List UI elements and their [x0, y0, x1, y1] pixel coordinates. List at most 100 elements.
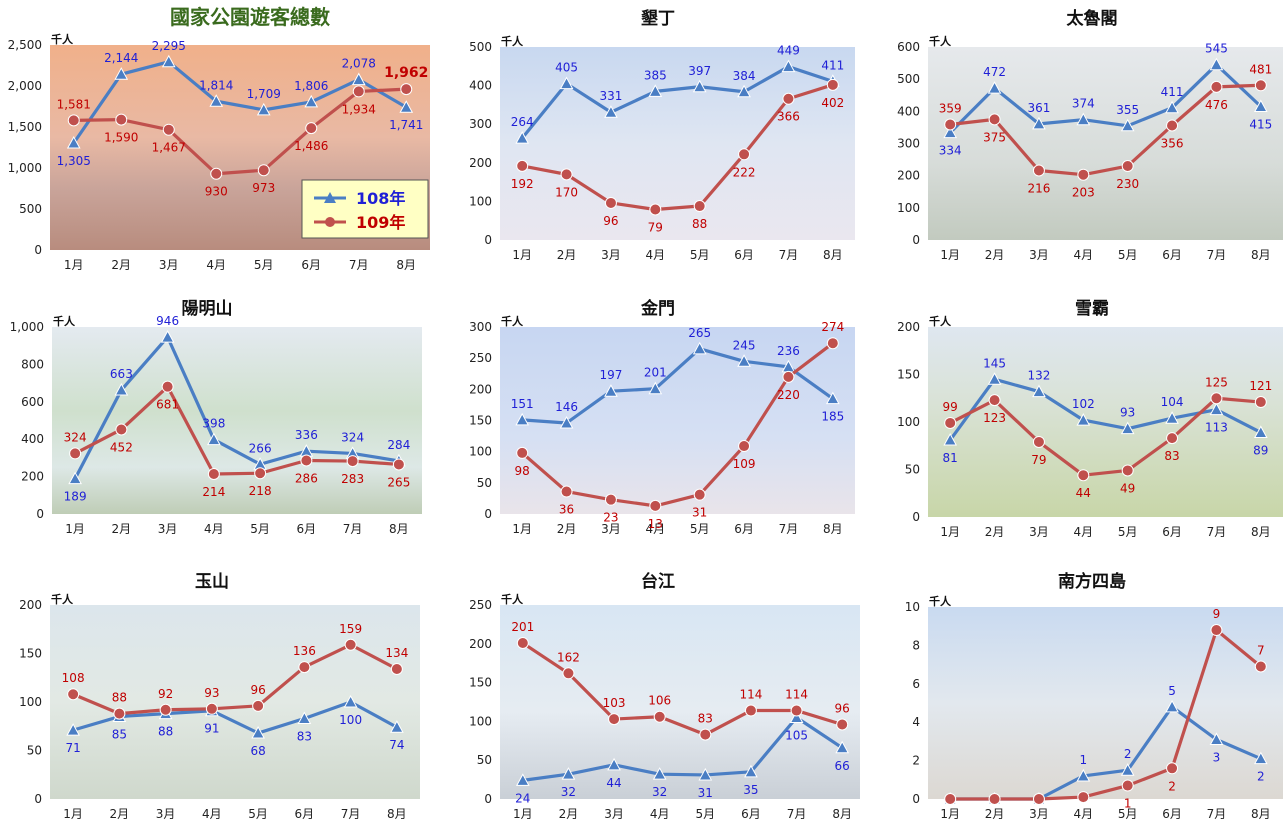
- data-label-108: 74: [389, 738, 404, 752]
- data-label-108: 32: [561, 785, 576, 799]
- data-point-109: [560, 485, 573, 498]
- x-tick-label: 7月: [1207, 248, 1227, 262]
- y-tick-label: 200: [897, 320, 920, 334]
- data-point-108: [1209, 402, 1224, 416]
- chart-title: 台江: [641, 571, 675, 592]
- series-line-109: [72, 643, 398, 716]
- data-label-108: 545: [1205, 42, 1228, 56]
- x-tick-label: 8月: [389, 522, 409, 536]
- data-point-108: [390, 720, 404, 733]
- data-label-109: 23: [603, 511, 618, 525]
- data-label-108: 266: [249, 441, 272, 455]
- data-label-109: 220: [777, 388, 800, 402]
- data-point-108: [561, 767, 576, 780]
- y-tick-label: 600: [897, 40, 920, 54]
- data-label-109: 265: [387, 475, 410, 489]
- y-tick-label: 8: [912, 638, 920, 652]
- x-tick-label: 1月: [64, 258, 84, 272]
- x-tick-label: 7月: [1207, 807, 1227, 821]
- data-label-109: 201: [511, 620, 534, 634]
- data-label-109: 125: [1205, 375, 1228, 389]
- data-label-109: 230: [1116, 177, 1139, 191]
- data-label-109: 108: [62, 671, 85, 685]
- data-label-108: 334: [939, 144, 962, 158]
- data-label-109: 375: [983, 130, 1006, 144]
- y-tick-label: 300: [469, 320, 492, 334]
- x-tick-label: 8月: [823, 522, 843, 536]
- data-label-108: 1,741: [389, 118, 423, 132]
- data-label-109: 476: [1205, 98, 1228, 112]
- data-label-108: 2: [1124, 747, 1132, 761]
- data-label-109: 134: [385, 646, 408, 660]
- data-point-108: [825, 391, 840, 405]
- y-tick-label: 50: [477, 753, 492, 767]
- data-point-108: [987, 81, 1002, 94]
- data-point-109: [257, 164, 270, 177]
- data-label-109: 109: [733, 457, 756, 471]
- data-label-108: 1: [1079, 753, 1087, 767]
- data-label-109: 83: [698, 712, 713, 726]
- data-point-108: [835, 740, 850, 754]
- x-tick-label: 3月: [604, 807, 624, 821]
- x-tick-label: 4月: [1073, 525, 1093, 539]
- data-label-108: 385: [644, 68, 667, 82]
- y-tick-label: 0: [912, 233, 920, 247]
- data-label-108: 71: [65, 741, 80, 755]
- y-tick-label: 500: [897, 72, 920, 86]
- x-tick-label: 5月: [695, 807, 715, 821]
- y-tick-label: 300: [469, 117, 492, 131]
- data-point-109: [69, 447, 82, 460]
- data-label-108: 355: [1116, 103, 1139, 117]
- data-label-108: 113: [1205, 421, 1228, 435]
- data-point-109: [790, 704, 803, 717]
- series-line-109: [950, 83, 1261, 177]
- data-point-109: [988, 394, 1001, 407]
- x-tick-label: 4月: [645, 248, 665, 262]
- x-tick-label: 4月: [202, 807, 222, 821]
- data-label-108: 1,814: [199, 78, 233, 92]
- data-point-109: [1210, 392, 1223, 405]
- data-label-108: 91: [204, 722, 219, 736]
- y-tick-label: 2: [912, 754, 920, 768]
- data-point-109: [113, 707, 126, 720]
- data-label-108: 151: [511, 397, 534, 411]
- unit-label: 千人: [501, 592, 524, 606]
- data-point-108: [114, 67, 129, 80]
- y-tick-label: 200: [469, 382, 492, 396]
- data-label-109: 481: [1249, 62, 1272, 76]
- x-tick-label: 7月: [349, 258, 369, 272]
- series-line-108: [522, 347, 834, 425]
- data-point-108: [1165, 411, 1179, 424]
- y-tick-label: 200: [469, 637, 492, 651]
- data-point-108: [652, 767, 667, 780]
- chart-title: 陽明山: [182, 299, 233, 319]
- data-point-108: [737, 354, 751, 367]
- y-tick-label: 0: [484, 233, 492, 247]
- data-point-109: [344, 638, 357, 651]
- chart-title: 金門: [640, 298, 675, 319]
- plot-area-background: [52, 327, 422, 514]
- data-point-108: [737, 84, 751, 98]
- legend-label-109: 109年: [356, 213, 405, 232]
- x-tick-label: 6月: [1162, 807, 1182, 821]
- data-point-109: [159, 703, 172, 716]
- data-label-109: 930: [205, 185, 228, 199]
- x-tick-label: 5月: [1118, 807, 1138, 821]
- data-label-109: 973: [252, 181, 275, 195]
- series-line-109: [521, 83, 834, 212]
- data-point-109: [115, 423, 128, 436]
- data-label-108: 405: [555, 61, 578, 75]
- x-tick-label: 2月: [985, 807, 1005, 821]
- data-point-109: [67, 114, 80, 127]
- series-line-108: [73, 335, 400, 480]
- x-tick-label: 4月: [204, 522, 224, 536]
- data-point-108: [1120, 421, 1135, 435]
- data-label-109: 324: [64, 430, 87, 444]
- x-tick-label: 8月: [1251, 807, 1271, 821]
- x-tick-label: 2月: [557, 248, 577, 262]
- x-tick-label: 8月: [832, 807, 852, 821]
- y-tick-label: 0: [36, 507, 44, 521]
- data-point-109: [352, 85, 365, 98]
- data-point-108: [66, 135, 81, 149]
